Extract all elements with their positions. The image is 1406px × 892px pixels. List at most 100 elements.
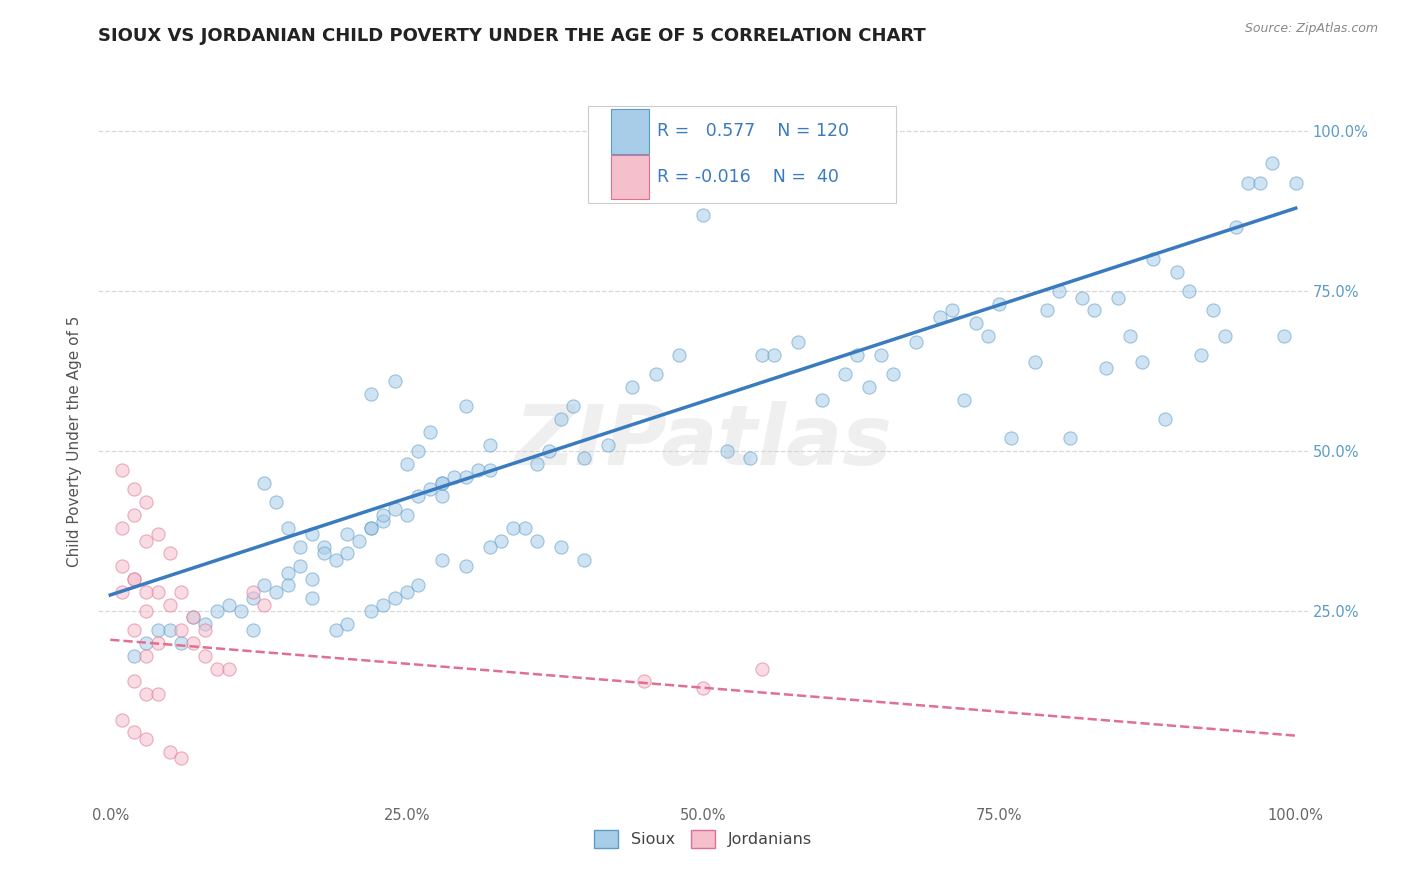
Point — [432, 489, 454, 503]
Point — [384, 501, 406, 516]
Point — [395, 457, 418, 471]
Point — [122, 572, 145, 586]
Point — [1249, 176, 1271, 190]
Point — [502, 521, 524, 535]
Point — [1213, 329, 1236, 343]
Point — [159, 598, 181, 612]
Point — [159, 546, 181, 560]
Point — [135, 636, 157, 650]
Point — [288, 540, 311, 554]
Point — [1024, 354, 1046, 368]
Point — [1154, 412, 1177, 426]
FancyBboxPatch shape — [588, 105, 897, 203]
Point — [810, 392, 832, 407]
Point — [253, 598, 276, 612]
Text: SIOUX VS JORDANIAN CHILD POVERTY UNDER THE AGE OF 5 CORRELATION CHART: SIOUX VS JORDANIAN CHILD POVERTY UNDER T… — [98, 27, 927, 45]
Point — [443, 469, 465, 483]
Point — [478, 463, 501, 477]
Point — [277, 578, 299, 592]
Point — [692, 208, 714, 222]
Point — [146, 687, 169, 701]
Point — [242, 591, 264, 606]
Point — [882, 368, 904, 382]
Point — [408, 578, 430, 592]
Point — [336, 527, 359, 541]
Point — [264, 495, 287, 509]
Point — [478, 540, 501, 554]
Point — [135, 687, 157, 701]
Point — [159, 745, 181, 759]
Text: ZIPatlas: ZIPatlas — [515, 401, 891, 482]
Point — [135, 495, 157, 509]
Point — [146, 527, 169, 541]
Point — [159, 623, 181, 637]
Point — [122, 623, 145, 637]
Text: R =   0.577    N = 120: R = 0.577 N = 120 — [657, 122, 849, 140]
Point — [786, 335, 808, 350]
Point — [301, 527, 323, 541]
Point — [253, 476, 276, 491]
Y-axis label: Child Poverty Under the Age of 5: Child Poverty Under the Age of 5 — [67, 316, 83, 567]
Legend: Sioux, Jordanians: Sioux, Jordanians — [586, 822, 820, 856]
Point — [135, 584, 157, 599]
Point — [205, 661, 228, 675]
Point — [1202, 303, 1225, 318]
Point — [644, 368, 666, 382]
Point — [312, 540, 335, 554]
Point — [111, 559, 134, 574]
Point — [526, 457, 548, 471]
Point — [360, 604, 382, 618]
Point — [360, 386, 382, 401]
Point — [550, 540, 572, 554]
Point — [408, 444, 430, 458]
Point — [264, 584, 287, 599]
Point — [941, 303, 963, 318]
Point — [692, 681, 714, 695]
Point — [146, 623, 169, 637]
Point — [111, 584, 134, 599]
Point — [1285, 176, 1308, 190]
Point — [454, 469, 477, 483]
Point — [408, 489, 430, 503]
Point — [360, 521, 382, 535]
Point — [1071, 291, 1094, 305]
Point — [205, 604, 228, 618]
Point — [1130, 354, 1153, 368]
Point — [371, 598, 394, 612]
Point — [170, 751, 193, 765]
Point — [395, 584, 418, 599]
Point — [537, 444, 560, 458]
Point — [181, 636, 204, 650]
Point — [301, 572, 323, 586]
Point — [360, 521, 382, 535]
Point — [135, 648, 157, 663]
Point — [478, 438, 501, 452]
Point — [1237, 176, 1260, 190]
Point — [111, 463, 134, 477]
Point — [1047, 285, 1070, 299]
Point — [384, 374, 406, 388]
Point — [135, 533, 157, 548]
Point — [170, 623, 193, 637]
Point — [218, 598, 240, 612]
Point — [371, 515, 394, 529]
Point — [146, 636, 169, 650]
Point — [194, 648, 217, 663]
Point — [965, 316, 987, 330]
Point — [574, 450, 596, 465]
FancyBboxPatch shape — [612, 155, 648, 199]
Point — [491, 533, 513, 548]
Point — [181, 610, 204, 624]
Point — [1272, 329, 1295, 343]
Point — [1119, 329, 1142, 343]
Point — [325, 553, 347, 567]
Point — [384, 591, 406, 606]
Point — [763, 348, 786, 362]
Point — [253, 578, 276, 592]
Point — [858, 380, 880, 394]
Point — [336, 546, 359, 560]
Point — [111, 713, 134, 727]
Point — [181, 610, 204, 624]
Point — [135, 604, 157, 618]
Point — [277, 566, 299, 580]
